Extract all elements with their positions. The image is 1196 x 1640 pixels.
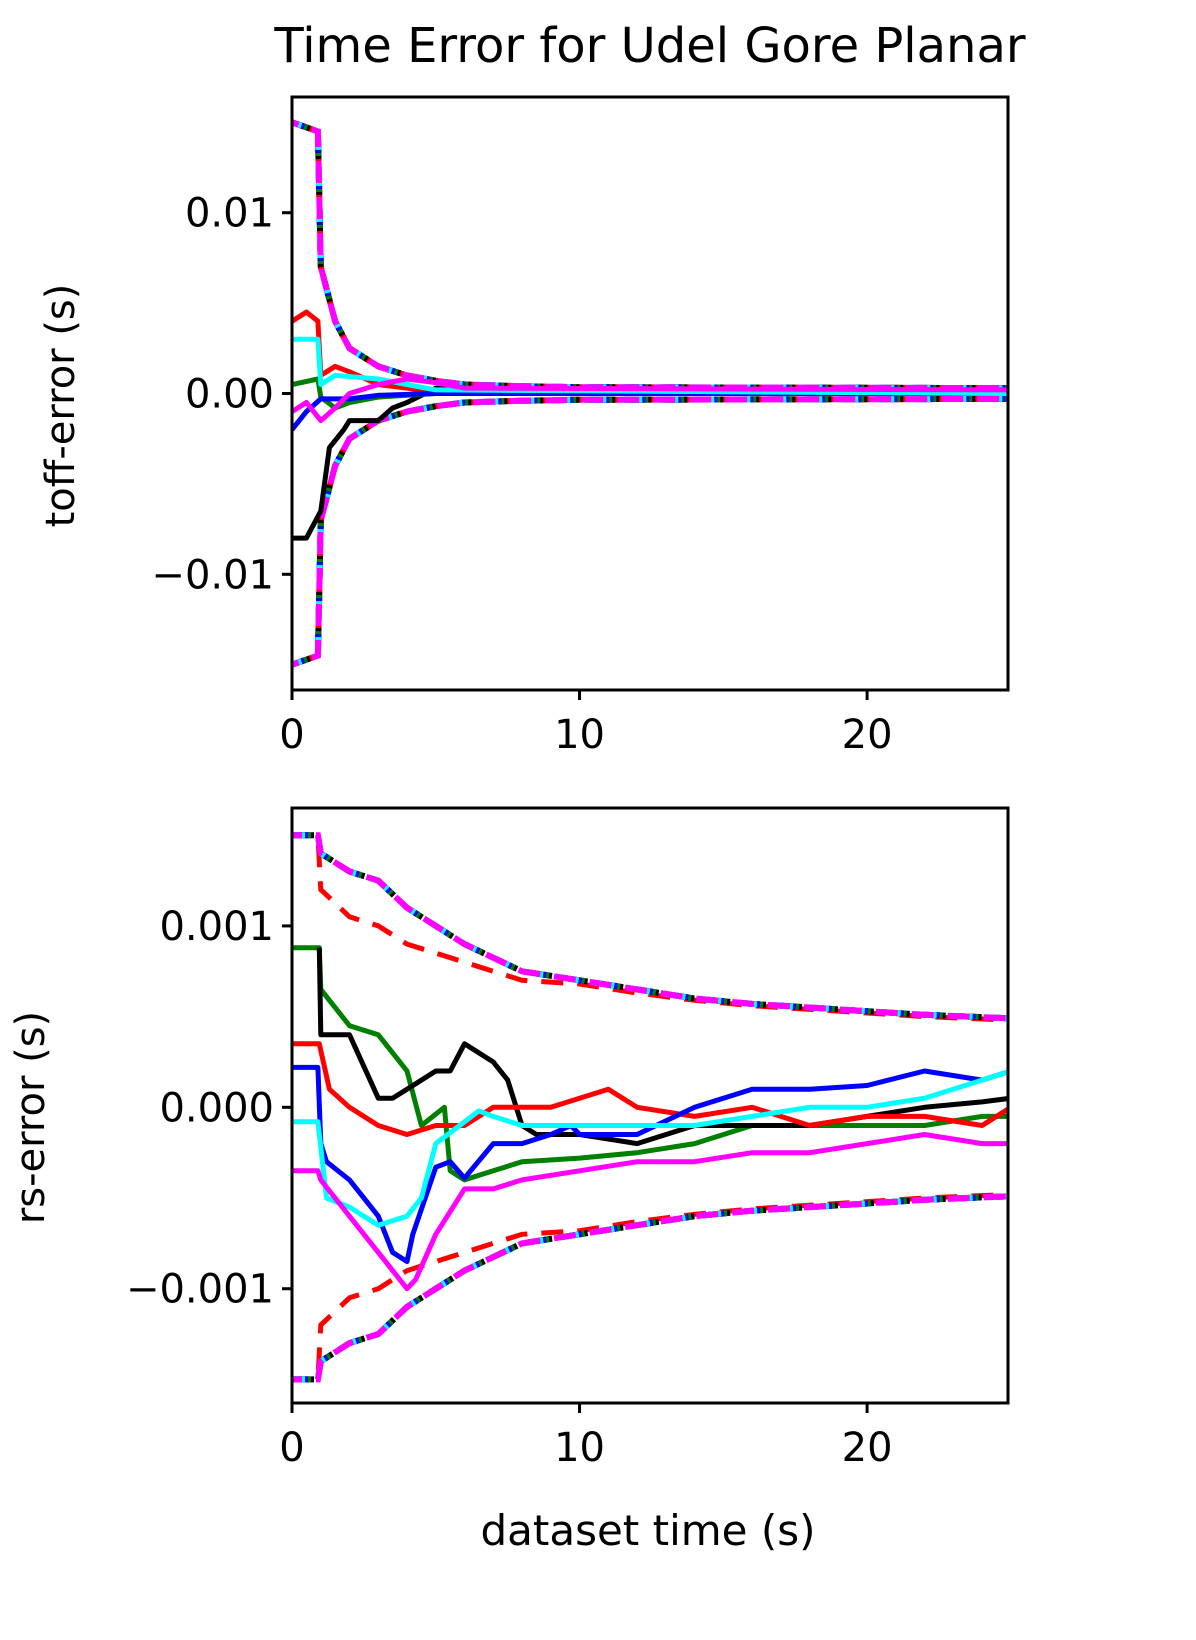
- magenta-lower-bound-line: [292, 1193, 1008, 1383]
- axes-frame: [290, 806, 1010, 1405]
- blue-series-line: [292, 391, 1008, 432]
- black-series-line: [292, 385, 1008, 541]
- red-series-line: [292, 1041, 1008, 1137]
- y-axis-label: rs-error (s): [8, 1011, 54, 1224]
- black-upper-bound-line: [292, 119, 1008, 392]
- x-tick-label: 20: [842, 712, 893, 758]
- y-tick-label: 0.00: [185, 372, 274, 418]
- y-axis-label: toff-error (s): [38, 284, 84, 528]
- cyan-upper-bound-line: [292, 119, 1008, 392]
- cyan-series-line: [292, 336, 1008, 396]
- magenta-series-line: [292, 376, 1008, 424]
- x-tick-label: 0: [279, 1425, 304, 1471]
- blue-series-line: [292, 1064, 1008, 1264]
- x-axis-label: dataset time (s): [480, 1506, 815, 1555]
- toff-error-panel: 0 10 20 0.01 0.00 −0.01 toff-error (s): [38, 95, 1010, 758]
- y-tick-label: 0.01: [185, 191, 274, 237]
- y-tick-label: −0.01: [151, 552, 274, 598]
- x-tick-label: 0: [279, 712, 304, 758]
- red-lower-bound-line: [292, 395, 1008, 668]
- y-tick-label: 0.001: [159, 904, 274, 950]
- green-upper-bound-line: [292, 119, 1008, 392]
- x-tick-label: 10: [554, 1425, 605, 1471]
- red-upper-bound-line: [292, 119, 1008, 392]
- x-tick-label: 10: [554, 712, 605, 758]
- green-lower-bound-line: [292, 395, 1008, 668]
- red-series-line: [292, 309, 1008, 396]
- rs-error-panel: 0 10 20 0.001 0.000 −0.001 rs-error (s): [8, 806, 1010, 1471]
- magenta-upper-bound-line: [292, 832, 1008, 1022]
- green-series-line: [292, 945, 1008, 1183]
- black-lower-bound-line: [292, 395, 1008, 668]
- magenta-series-line: [292, 1132, 1008, 1292]
- x-tick-label: 20: [842, 1425, 893, 1471]
- blue-upper-bound-line: [292, 119, 1008, 392]
- blue-lower-bound-line: [292, 1193, 1008, 1383]
- cyan-lower-bound-line: [292, 395, 1008, 668]
- magenta-lower-bound-line: [292, 395, 1008, 668]
- blue-lower-bound-line: [292, 395, 1008, 668]
- blue-upper-bound-line: [292, 832, 1008, 1022]
- plot-area: [292, 832, 1008, 1383]
- plot-area: [292, 119, 1008, 668]
- cyan-series-line: [292, 1069, 1008, 1228]
- y-tick-label: −0.001: [126, 1267, 274, 1313]
- y-tick-label: 0.000: [159, 1085, 274, 1131]
- chart-title: Time Error for Udel Gore Planar: [273, 18, 1026, 74]
- magenta-upper-bound-line: [292, 119, 1008, 392]
